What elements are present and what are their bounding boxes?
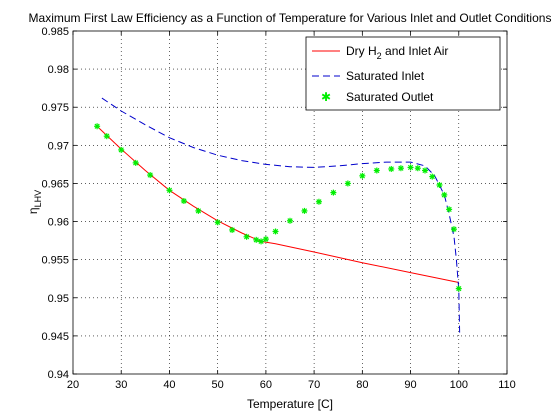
y-tick-label: 0.98 bbox=[48, 64, 69, 76]
data-point bbox=[272, 228, 279, 235]
data-point bbox=[147, 172, 154, 179]
legend-entry-dry-h2: Dry H2 and Inlet Air bbox=[346, 44, 448, 61]
x-axis-label: Temperature [C] bbox=[247, 397, 333, 411]
data-point bbox=[287, 217, 293, 224]
x-tick-label: 50 bbox=[212, 379, 224, 391]
data-point bbox=[414, 165, 421, 172]
chart-title: Maximum First Law Efficiency as a Functi… bbox=[29, 11, 552, 25]
data-point bbox=[450, 226, 457, 233]
x-tick-label: 30 bbox=[115, 379, 127, 391]
y-axis-label-sub: LHV bbox=[33, 190, 43, 208]
legend-entry-saturated-outlet: Saturated Outlet bbox=[346, 90, 434, 104]
data-point bbox=[388, 165, 395, 172]
x-tick-label: 110 bbox=[498, 379, 516, 391]
data-point bbox=[441, 191, 448, 198]
tick-labels: 20 30 40 50 60 70 80 90 100 110 0.94 0.945 0.95 0.955… bbox=[41, 26, 515, 391]
y-tick-label: 0.985 bbox=[41, 26, 69, 38]
data-point bbox=[253, 236, 260, 243]
y-tick-label: 0.97 bbox=[48, 140, 69, 152]
svg-text:ηLHV: ηLHV bbox=[26, 190, 43, 214]
data-point bbox=[262, 236, 269, 243]
data-point bbox=[180, 197, 187, 204]
data-point bbox=[94, 123, 101, 130]
data-point bbox=[166, 187, 173, 194]
data-point bbox=[301, 207, 308, 214]
y-axis-label: ηLHV bbox=[26, 190, 43, 214]
data-point bbox=[373, 167, 380, 174]
legend-entry-saturated-inlet: Saturated Inlet bbox=[346, 69, 425, 83]
legend-entry-dry-h2-sub: 2 bbox=[377, 51, 382, 61]
tick-marks bbox=[72, 30, 508, 375]
data-point bbox=[243, 233, 250, 240]
x-tick-label: 40 bbox=[163, 379, 175, 391]
series-dry-h2-and-inlet-air bbox=[96, 125, 459, 283]
data-point bbox=[258, 238, 265, 245]
y-tick-label: 0.945 bbox=[41, 331, 69, 343]
y-tick-label: 0.95 bbox=[48, 293, 69, 305]
data-point bbox=[436, 181, 443, 188]
plot-frame bbox=[72, 30, 508, 375]
legend-entry-dry-h2-rest: and Inlet Air bbox=[382, 44, 449, 58]
data-point bbox=[344, 180, 351, 187]
y-tick-label: 0.965 bbox=[41, 178, 69, 190]
y-tick-label: 0.955 bbox=[41, 255, 69, 267]
x-tick-label: 60 bbox=[260, 379, 272, 391]
series-line bbox=[101, 97, 461, 336]
x-tick-label: 70 bbox=[308, 379, 320, 391]
data-point bbox=[407, 164, 414, 171]
data-point bbox=[118, 146, 125, 153]
series-line bbox=[96, 125, 459, 283]
data-point bbox=[455, 285, 462, 292]
legend-swatch-saturated-outlet: ✱ bbox=[321, 90, 331, 104]
data-point bbox=[422, 167, 429, 174]
data-point bbox=[359, 172, 366, 179]
y-tick-label: 0.96 bbox=[48, 217, 69, 229]
data-point bbox=[195, 207, 202, 214]
data-point bbox=[315, 198, 322, 205]
data-point bbox=[330, 189, 337, 196]
legend-box bbox=[305, 36, 501, 111]
y-axis-label-main: η bbox=[26, 207, 40, 214]
x-tick-label: 100 bbox=[450, 379, 468, 391]
y-tick-label: 0.975 bbox=[41, 102, 69, 114]
data-point bbox=[214, 219, 221, 226]
data-point bbox=[132, 159, 139, 166]
x-tick-label: 80 bbox=[356, 379, 368, 391]
legend-entry-dry-h2-main: Dry H bbox=[346, 44, 377, 58]
x-tick-label: 90 bbox=[404, 379, 416, 391]
x-tick-label: 20 bbox=[67, 379, 79, 391]
data-point bbox=[429, 173, 436, 180]
series-saturated-inlet bbox=[101, 97, 461, 336]
data-point bbox=[397, 165, 404, 172]
data-point bbox=[446, 206, 453, 213]
series-layer bbox=[94, 97, 462, 336]
legend: Dry H2 and Inlet Air Saturated Inlet ✱ S… bbox=[305, 36, 501, 111]
y-tick-label: 0.94 bbox=[48, 369, 69, 381]
series-saturated-outlet bbox=[94, 123, 462, 292]
data-point bbox=[229, 226, 236, 233]
data-point bbox=[103, 133, 110, 140]
